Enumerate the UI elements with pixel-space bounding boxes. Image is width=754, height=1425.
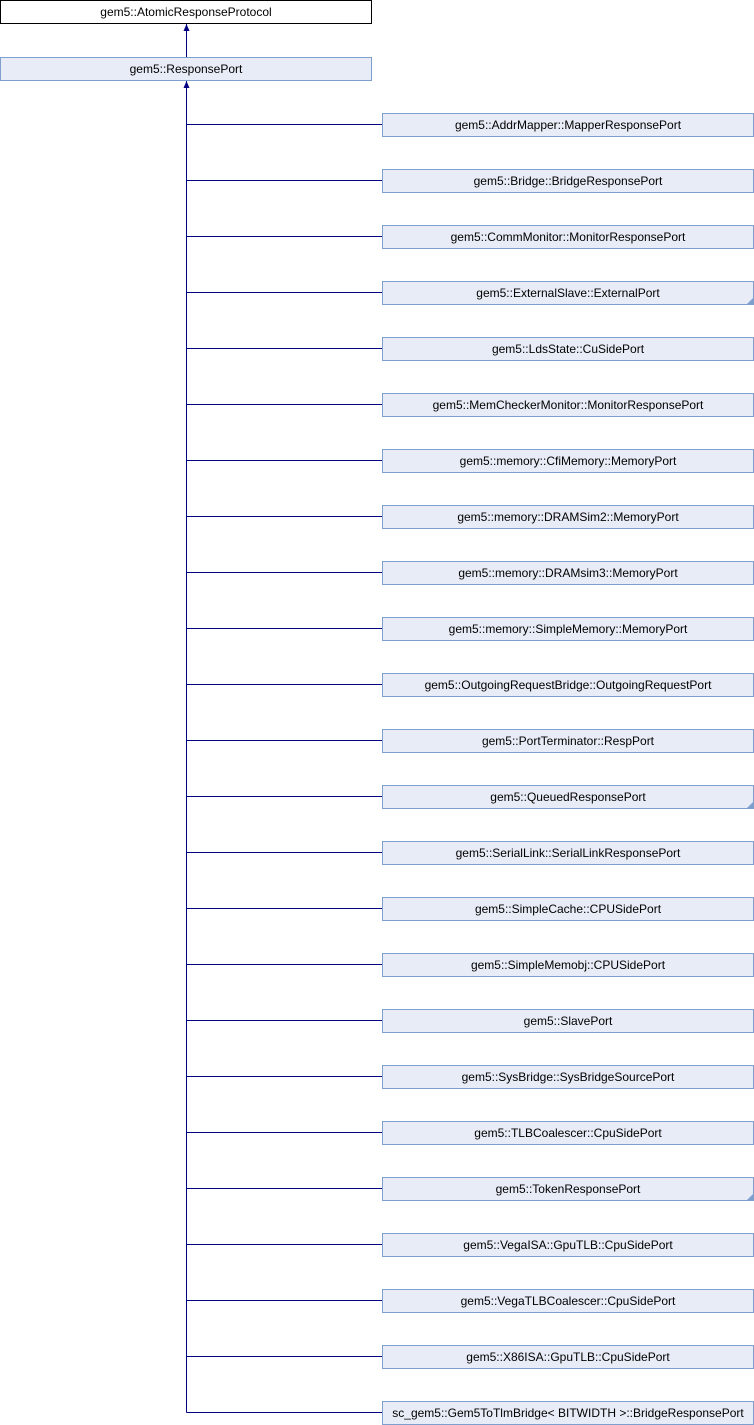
class-node-child[interactable]: gem5::Bridge::BridgeResponsePort [382,169,754,193]
class-node-child[interactable]: gem5::QueuedResponsePort [382,785,754,809]
inheritance-arrowhead [183,81,190,88]
class-node-child[interactable]: gem5::SlavePort [382,1009,754,1033]
class-node-child[interactable]: gem5::OutgoingRequestBridge::OutgoingReq… [382,673,754,697]
class-node-child[interactable]: gem5::PortTerminator::RespPort [382,729,754,753]
class-node-child[interactable]: gem5::SerialLink::SerialLinkResponsePort [382,841,754,865]
class-node-child[interactable]: gem5::TLBCoalescer::CpuSidePort [382,1121,754,1145]
class-node-child[interactable]: gem5::VegaISA::GpuTLB::CpuSidePort [382,1233,754,1257]
class-node-child[interactable]: gem5::X86ISA::GpuTLB::CpuSidePort [382,1345,754,1369]
class-node-child[interactable]: gem5::TokenResponsePort [382,1177,754,1201]
truncated-node-marker-icon [747,802,753,808]
class-node-child[interactable]: gem5::memory::DRAMSim2::MemoryPort [382,505,754,529]
class-node-child[interactable]: gem5::memory::DRAMsim3::MemoryPort [382,561,754,585]
class-node-child[interactable]: gem5::memory::SimpleMemory::MemoryPort [382,617,754,641]
class-node-child[interactable]: gem5::SysBridge::SysBridgeSourcePort [382,1065,754,1089]
inheritance-arrowhead [183,24,190,31]
class-node-child[interactable]: gem5::SimpleMemobj::CPUSidePort [382,953,754,977]
class-node-response-port[interactable]: gem5::ResponsePort [0,57,372,81]
class-node-atomic-response-protocol[interactable]: gem5::AtomicResponseProtocol [0,0,372,24]
class-node-child[interactable]: gem5::VegaTLBCoalescer::CpuSidePort [382,1289,754,1313]
class-node-child[interactable]: gem5::LdsState::CuSidePort [382,337,754,361]
class-node-child[interactable]: gem5::CommMonitor::MonitorResponsePort [382,225,754,249]
class-node-child[interactable]: sc_gem5::Gem5ToTlmBridge< BITWIDTH >::Br… [382,1401,754,1425]
truncated-node-marker-icon [747,1194,753,1200]
class-node-child[interactable]: gem5::memory::CfiMemory::MemoryPort [382,449,754,473]
truncated-node-marker-icon [747,298,753,304]
class-node-child[interactable]: gem5::ExternalSlave::ExternalPort [382,281,754,305]
class-node-child[interactable]: gem5::MemCheckerMonitor::MonitorResponse… [382,393,754,417]
class-node-child[interactable]: gem5::AddrMapper::MapperResponsePort [382,113,754,137]
class-node-child[interactable]: gem5::SimpleCache::CPUSidePort [382,897,754,921]
